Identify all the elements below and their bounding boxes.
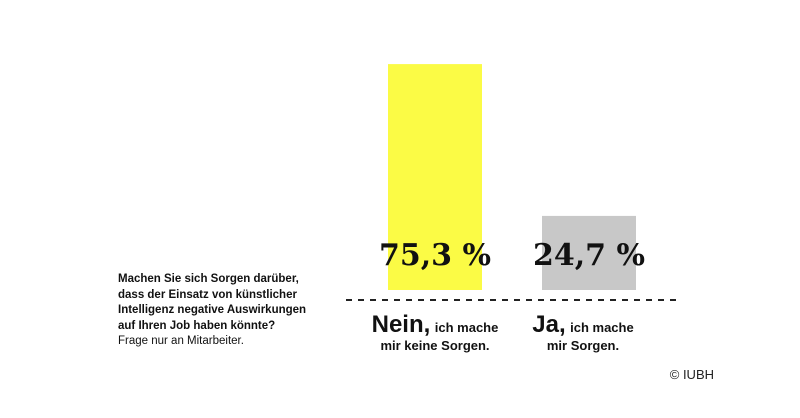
category-label-nein: Nein, ich mache mir keine Sorgen. xyxy=(350,313,520,355)
category-sub2-ja: mir Sorgen. xyxy=(546,338,620,353)
question-note: Frage nur an Mitarbeiter. xyxy=(118,335,244,347)
copyright-text: © IUBH xyxy=(669,367,714,382)
value-label-nein: 75,3 % xyxy=(379,238,491,273)
category-main-nein: Nein, xyxy=(371,311,431,338)
value-label-ja: 24,7 % xyxy=(533,238,645,273)
question-line: auf Ihren Job haben könnte? xyxy=(118,319,276,332)
category-main-ja: Ja, xyxy=(532,311,566,338)
category-label-ja: Ja, ich mache mir Sorgen. xyxy=(518,313,648,355)
question-text: Machen Sie sich Sorgen darüber, dass der… xyxy=(118,272,338,350)
question-line: Machen Sie sich Sorgen darüber, xyxy=(118,273,299,285)
bar-nein xyxy=(388,64,482,290)
question-line: Intelligenz negative Auswirkungen xyxy=(118,304,307,316)
category-sub-ja: ich mache xyxy=(570,320,634,335)
question-line: dass der Einsatz von künstlicher xyxy=(118,288,297,301)
category-sub2-nein: mir keine Sorgen. xyxy=(380,338,490,353)
bar-ja xyxy=(542,215,636,290)
category-sub-nein: ich mache xyxy=(434,320,499,335)
